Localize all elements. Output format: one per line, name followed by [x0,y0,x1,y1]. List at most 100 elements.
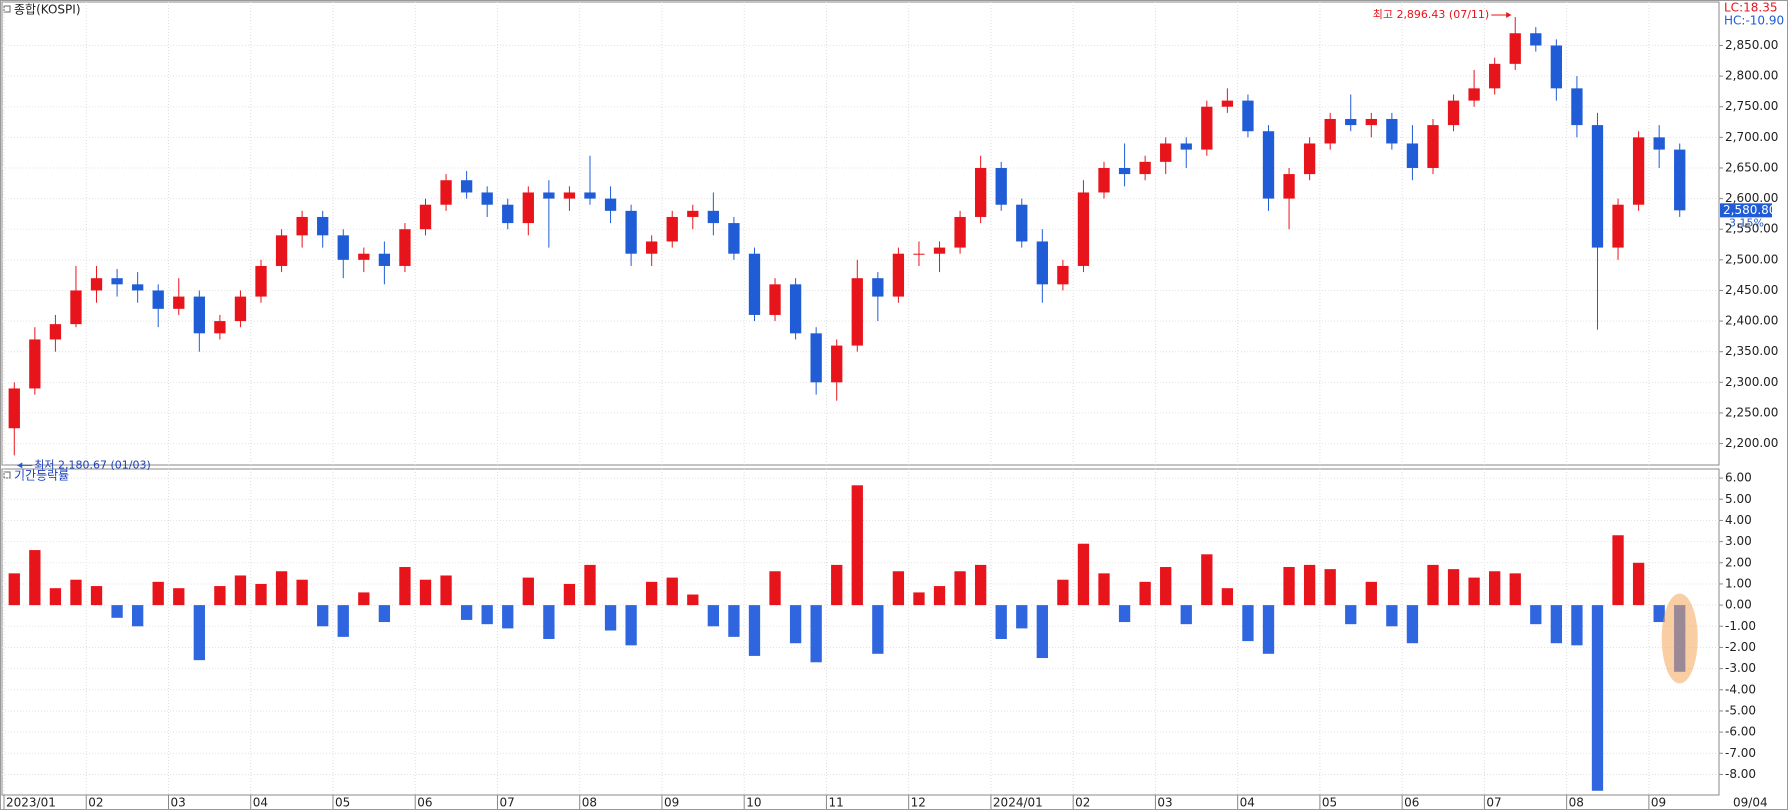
last-price-box [1720,203,1772,218]
change-bar [1098,573,1110,606]
candle-body [728,223,740,254]
candle-body [522,192,534,224]
candle-body [1632,137,1645,205]
x-tick-label: 10 [746,796,761,810]
y-tick-label: -8.00 [1725,767,1756,781]
candle-body [502,204,514,224]
x-tick-label: 08 [1569,796,1584,810]
candle-body [111,278,123,285]
candle-body [1427,125,1439,168]
change-bar [789,605,802,644]
change-bar [358,592,370,606]
change-bar [769,571,781,606]
candle-body [1283,174,1295,199]
low-annotation: 최저 2,180.67 (01/03) [34,458,151,471]
candle-body [1612,204,1624,248]
x-tick-label: 08 [582,796,597,810]
change-bar [460,605,473,620]
candle-body [255,265,267,297]
candle-body [995,167,1007,205]
candle-body [1262,131,1275,199]
last-price: 2,580.80 [1723,203,1776,217]
candle-body [49,324,62,340]
x-tick-label: 04 [253,796,268,810]
change-bar [995,605,1007,639]
candle-body [90,278,103,291]
candle-body [1468,88,1480,101]
candle-body [1571,88,1583,126]
candle-body [1201,106,1213,150]
last-change: -3.15% [1725,216,1764,229]
change-bar [1653,605,1665,623]
change-bar [1509,573,1521,606]
change-bar [1036,605,1048,659]
x-tick-label: 02 [1075,796,1090,810]
change-bar [1468,577,1480,606]
candle-body [1324,118,1336,144]
candle-body [810,333,822,383]
candle-body [954,216,966,248]
change-bar [481,605,493,625]
change-bar [1447,569,1460,606]
price-title: 종합(KOSPI) [14,3,81,17]
y-tick-label: 2,750.00 [1725,99,1778,113]
arrow-head [1506,12,1512,19]
candle-body [234,296,247,322]
y-tick-label: -1.00 [1725,619,1756,633]
candle-body [584,192,596,199]
change-bar [1303,564,1316,606]
change-bar [933,586,946,606]
change-bar [666,577,678,606]
change-bar [1591,605,1604,791]
change-bar [131,605,144,627]
y-tick-label: 0.00 [1725,598,1752,612]
candle-body [317,216,329,236]
candle-body [666,216,678,242]
change-bar [1160,567,1172,606]
change-bar [1262,605,1275,654]
candle-body [1242,100,1254,132]
candle-body [70,290,82,325]
y-tick-label: 2,400.00 [1725,314,1778,328]
y-tick-label: 3.00 [1725,534,1752,548]
change-bar [1077,543,1090,606]
change-bar [234,575,247,606]
change-bar [1386,605,1398,627]
change-bar [851,485,863,606]
y-tick-label: 2,300.00 [1725,375,1778,389]
change-title: 기간등락률 [14,469,69,483]
candle-body [1406,143,1419,168]
candle-body [358,253,370,260]
candle-body [913,253,925,255]
candle-body [1365,118,1377,126]
candle-body [625,210,637,254]
candle-body [8,388,20,429]
high-annotation: 최고 2,896.43 (07/11) [1373,8,1490,21]
y-tick-label: 2,850.00 [1725,38,1778,52]
x-tick-label: 2023/01 [6,796,56,810]
change-bar [604,605,617,631]
change-bar [707,605,720,627]
change-bar [1571,605,1583,646]
change-bar [1201,554,1213,606]
x-tick-label: 12 [911,796,926,810]
change-bar [193,605,205,661]
change-bar [954,571,966,606]
change-bar [1016,605,1028,629]
x-tick-label: 05 [1322,796,1337,810]
y-tick-label: -7.00 [1725,746,1756,760]
candle-body [789,284,802,334]
candle-body [769,284,781,315]
candle-body [1447,100,1460,126]
change-bar [440,575,452,606]
change-bar [399,567,411,606]
candle-body [419,204,432,230]
candle-body [687,210,699,217]
y-tick-label: 2,200.00 [1725,436,1778,450]
candle-body [173,296,185,309]
change-bar [1221,588,1234,606]
change-bar [173,588,185,606]
x-tick-label: 11 [828,796,843,810]
